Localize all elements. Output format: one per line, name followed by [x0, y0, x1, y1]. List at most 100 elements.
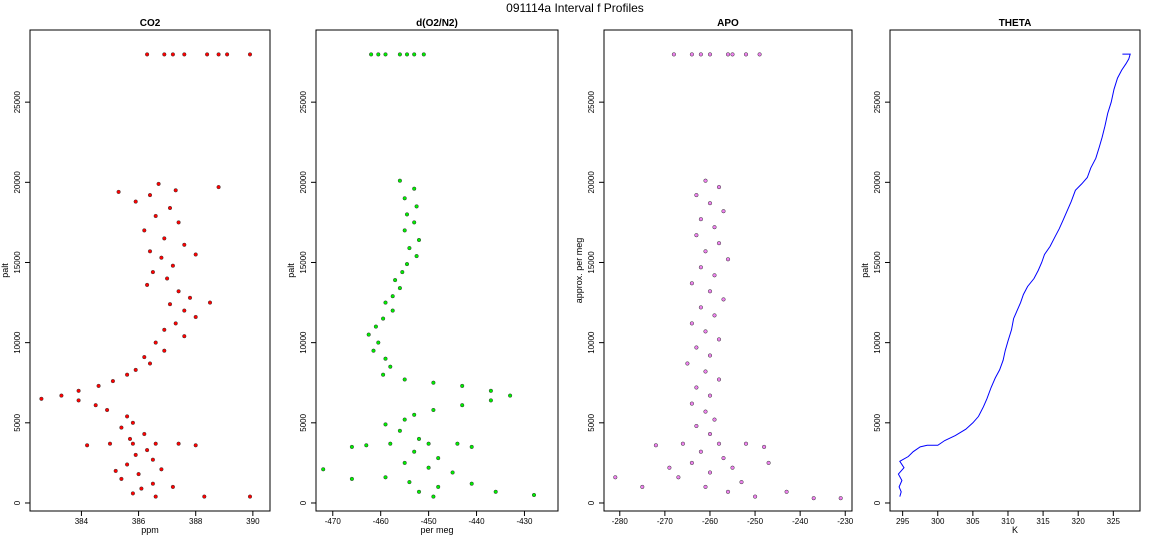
- data-point: [176, 289, 181, 294]
- data-point: [193, 443, 198, 448]
- figure-title: 091114a Interval f Profiles: [506, 1, 644, 15]
- data-point: [170, 263, 175, 268]
- data-point: [216, 52, 221, 57]
- data-point: [176, 441, 181, 446]
- data-point: [176, 220, 181, 225]
- data-point: [426, 465, 431, 470]
- data-point: [721, 297, 726, 302]
- data-point: [707, 289, 713, 294]
- data-point: [416, 489, 422, 494]
- data-point: [156, 181, 161, 186]
- data-point: [640, 484, 645, 489]
- data-point: [488, 398, 493, 403]
- y-tick-label: 10000: [299, 331, 308, 354]
- data-point: [694, 385, 699, 390]
- data-point: [436, 456, 441, 461]
- data-point: [349, 476, 354, 481]
- data-point: [225, 52, 230, 57]
- data-point: [698, 217, 703, 222]
- y-tick-label: 5000: [587, 413, 596, 431]
- data-point: [247, 494, 253, 499]
- x-tick-label: 315: [1036, 517, 1050, 526]
- data-point: [133, 199, 138, 204]
- x-tick-label: 388: [189, 517, 203, 526]
- y-tick-label: 5000: [873, 413, 882, 431]
- x-tick-label: -430: [516, 517, 533, 526]
- data-point: [107, 441, 113, 446]
- data-point: [414, 254, 419, 259]
- plot-frame: [29, 29, 271, 512]
- y-tick-label: 15000: [587, 251, 596, 274]
- data-point: [703, 369, 708, 374]
- data-point: [402, 417, 407, 422]
- data-point: [369, 52, 374, 57]
- x-tick-label: -270: [657, 517, 674, 526]
- data-point: [145, 282, 150, 287]
- data-point: [207, 300, 213, 305]
- data-point: [469, 481, 474, 486]
- data-point: [689, 321, 694, 326]
- data-point: [76, 388, 81, 393]
- data-point: [202, 494, 207, 499]
- data-point: [145, 448, 150, 453]
- data-point: [784, 489, 789, 494]
- data-point: [730, 52, 735, 57]
- data-point: [182, 308, 187, 313]
- data-point: [153, 494, 158, 499]
- data-point: [694, 233, 699, 238]
- x-tick-label: -280: [612, 517, 629, 526]
- data-point: [743, 441, 749, 446]
- y-tick-label: 20000: [587, 171, 596, 194]
- data-point: [142, 228, 147, 233]
- data-point: [431, 380, 436, 385]
- data-point: [153, 213, 158, 219]
- data-point: [150, 481, 155, 486]
- data-point: [694, 193, 699, 198]
- data-point: [712, 313, 717, 318]
- data-point: [712, 417, 717, 422]
- data-point: [671, 52, 676, 57]
- data-point: [393, 278, 398, 283]
- data-point: [667, 465, 672, 470]
- data-point: [707, 201, 713, 206]
- y-axis-label: palt: [860, 263, 870, 278]
- data-point: [707, 393, 713, 398]
- data-point: [364, 443, 369, 448]
- x-axis-label: per meg: [420, 525, 453, 535]
- data-point: [162, 52, 167, 57]
- data-point: [685, 361, 690, 366]
- data-point: [716, 185, 722, 190]
- plot-frame: [603, 29, 853, 512]
- data-point: [113, 468, 118, 473]
- data-point: [321, 467, 326, 472]
- theta-profile-line: [897, 53, 1131, 497]
- data-point: [383, 52, 388, 57]
- panel-title: CO2: [140, 18, 161, 29]
- data-point: [404, 262, 410, 267]
- data-point: [402, 377, 407, 382]
- data-point: [381, 316, 386, 321]
- x-tick-label: -440: [469, 517, 486, 526]
- data-point: [133, 452, 138, 457]
- data-point: [426, 441, 431, 446]
- data-point: [150, 270, 155, 275]
- data-point: [416, 237, 422, 243]
- data-point: [147, 193, 153, 198]
- y-tick-label: 10000: [13, 331, 22, 354]
- data-point: [412, 52, 417, 57]
- data-point: [766, 460, 771, 465]
- y-tick-label: 10000: [873, 331, 882, 354]
- data-point: [716, 241, 722, 246]
- y-tick-label: 25000: [13, 90, 22, 113]
- data-point: [388, 364, 393, 369]
- data-point: [376, 340, 381, 345]
- data-point: [412, 412, 417, 417]
- data-point: [142, 431, 147, 437]
- data-point: [133, 367, 138, 372]
- data-point: [153, 441, 158, 446]
- x-tick-label: -260: [702, 517, 719, 526]
- data-point: [170, 484, 175, 489]
- x-tick-label: -240: [792, 517, 809, 526]
- data-point: [397, 178, 402, 183]
